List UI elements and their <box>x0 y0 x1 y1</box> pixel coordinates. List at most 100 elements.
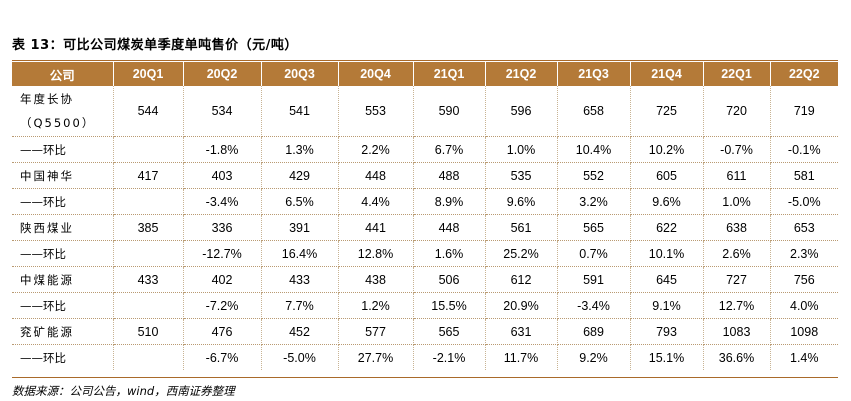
table-cell: 7.7% <box>261 292 339 319</box>
table-cell: 1.0% <box>703 188 771 215</box>
price-table: 公司 20Q1 20Q2 20Q3 20Q4 21Q1 21Q2 21Q3 21Q4 22Q1 22… <box>12 62 838 370</box>
row-label-line: ——环比 <box>20 142 66 157</box>
table-cell: 565 <box>413 318 486 345</box>
table-cell: 565 <box>557 214 631 241</box>
table-cell: 638 <box>703 214 771 241</box>
table-cell: 10.2% <box>630 136 704 163</box>
table-cell: 488 <box>413 162 486 189</box>
table-cell: 2.2% <box>338 136 414 163</box>
table-cell: 10.4% <box>557 136 631 163</box>
table-cell: 6.5% <box>261 188 339 215</box>
table-cell: 9.6% <box>485 188 558 215</box>
table-cell: 510 <box>113 318 184 345</box>
table-cell: 391 <box>261 214 339 241</box>
column-header-quarter: 22Q1 <box>703 62 771 86</box>
row-label: 年度长协 （Q5500） <box>12 86 114 137</box>
table-cell: 611 <box>703 162 771 189</box>
table-cell: 1.6% <box>413 240 486 267</box>
table-cell: 441 <box>338 214 414 241</box>
table-cell: -5.0% <box>261 344 339 370</box>
table-cell: 27.7% <box>338 344 414 370</box>
table-cell: 15.5% <box>413 292 486 319</box>
table-cell: 15.1% <box>630 344 704 370</box>
table-cell: 1098 <box>770 318 838 345</box>
top-rule <box>12 60 838 61</box>
table-cell: -0.7% <box>703 136 771 163</box>
table-body: 年度长协 （Q5500） 544 534 541 553 590 596 658 725 720 71… <box>12 86 838 370</box>
column-header-quarter: 20Q4 <box>338 62 414 86</box>
table-cell: 36.6% <box>703 344 771 370</box>
column-header-quarter: 21Q3 <box>557 62 631 86</box>
row-label: ——环比 <box>12 344 114 370</box>
table-cell: 612 <box>485 266 558 293</box>
row-label-line: ——环比 <box>20 246 66 261</box>
table-cell: 689 <box>557 318 631 345</box>
row-label: 中国神华 <box>12 162 114 189</box>
company-price-row: 年度长协 （Q5500） 544 534 541 553 590 596 658 725 720 71… <box>12 86 838 137</box>
table-cell <box>113 188 184 215</box>
qoq-change-row: ——环比 -12.7% 16.4% 12.8% 1.6% 25.2% 0.7% 10.1% 2.… <box>12 240 838 267</box>
table-cell: 653 <box>770 214 838 241</box>
table-cell: 658 <box>557 86 631 137</box>
row-label-line: 年度长协 <box>20 92 74 106</box>
table-cell: 11.7% <box>485 344 558 370</box>
table-cell: -12.7% <box>183 240 262 267</box>
table-cell: -0.1% <box>770 136 838 163</box>
table-cell: 10.1% <box>630 240 704 267</box>
table-cell: 725 <box>630 86 704 137</box>
table-cell: 1.0% <box>485 136 558 163</box>
column-header-quarter: 20Q3 <box>261 62 339 86</box>
table-cell: 605 <box>630 162 704 189</box>
table-cell: 2.6% <box>703 240 771 267</box>
table-cell <box>113 344 184 370</box>
column-header-quarter: 20Q2 <box>183 62 262 86</box>
table-cell <box>113 136 184 163</box>
row-label-line: ——环比 <box>20 194 66 209</box>
table-cell: 544 <box>113 86 184 137</box>
table-cell: 433 <box>261 266 339 293</box>
company-price-row: 陕西煤业 385 336 391 441 448 561 565 622 638 653 <box>12 214 838 241</box>
qoq-change-row: ——环比 -6.7% -5.0% 27.7% -2.1% 11.7% 9.2% 15.1% 36… <box>12 344 838 370</box>
table-cell: 596 <box>485 86 558 137</box>
table-cell: 448 <box>413 214 486 241</box>
column-header-quarter: 22Q2 <box>770 62 838 86</box>
row-label-line: 中煤能源 <box>20 272 74 287</box>
source-note: 数据来源：公司公告，wind，西南证券整理 <box>12 384 235 398</box>
table-cell: 553 <box>338 86 414 137</box>
table-cell: 16.4% <box>261 240 339 267</box>
table-cell: 561 <box>485 214 558 241</box>
qoq-change-row: ——环比 -3.4% 6.5% 4.4% 8.9% 9.6% 3.2% 9.6% 1.0% -5.… <box>12 188 838 215</box>
table-cell: -5.0% <box>770 188 838 215</box>
row-label: 陕西煤业 <box>12 214 114 241</box>
row-label: ——环比 <box>12 292 114 319</box>
row-label: ——环比 <box>12 188 114 215</box>
table-cell: 12.7% <box>703 292 771 319</box>
qoq-change-row: ——环比 -1.8% 1.3% 2.2% 6.7% 1.0% 10.4% 10.2% -0.7%… <box>12 136 838 163</box>
table-cell: 581 <box>770 162 838 189</box>
table-cell: 336 <box>183 214 262 241</box>
table-cell: 402 <box>183 266 262 293</box>
table-cell: 385 <box>113 214 184 241</box>
table-cell: 433 <box>113 266 184 293</box>
table-cell: 0.7% <box>557 240 631 267</box>
table-cell: 534 <box>183 86 262 137</box>
row-label: 中煤能源 <box>12 266 114 293</box>
column-header-company: 公司 <box>12 62 114 86</box>
table-cell: 6.7% <box>413 136 486 163</box>
table-cell: -2.1% <box>413 344 486 370</box>
table-cell: 720 <box>703 86 771 137</box>
table-cell: 429 <box>261 162 339 189</box>
row-label: 兖矿能源 <box>12 318 114 345</box>
company-price-row: 兖矿能源 510 476 452 577 565 631 689 793 1083 1098 <box>12 318 838 345</box>
table-cell: 535 <box>485 162 558 189</box>
column-header-quarter: 21Q4 <box>630 62 704 86</box>
table-cell: 448 <box>338 162 414 189</box>
table-cell: 8.9% <box>413 188 486 215</box>
table-cell: 1.3% <box>261 136 339 163</box>
table-cell: 20.9% <box>485 292 558 319</box>
row-label: ——环比 <box>12 240 114 267</box>
table-cell: 403 <box>183 162 262 189</box>
table-cell: 476 <box>183 318 262 345</box>
table-cell: 4.0% <box>770 292 838 319</box>
table-cell: 506 <box>413 266 486 293</box>
